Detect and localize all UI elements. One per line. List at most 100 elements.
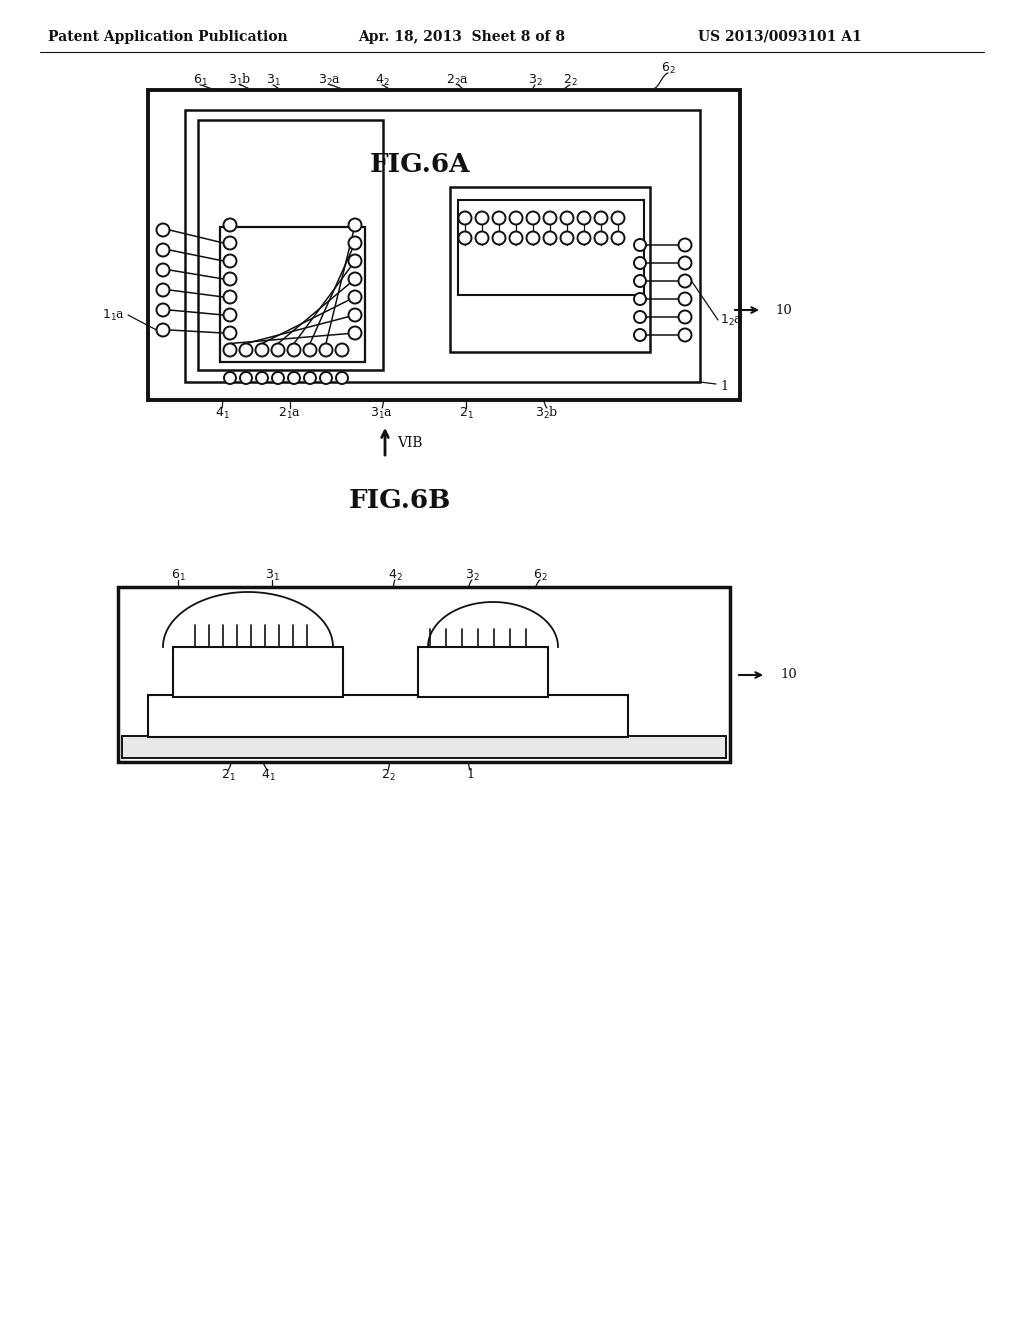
Text: $3_2$: $3_2$: [465, 568, 479, 582]
Circle shape: [319, 372, 332, 384]
Circle shape: [679, 310, 691, 323]
Text: FIG.6A: FIG.6A: [370, 153, 470, 177]
Text: 1: 1: [466, 768, 474, 781]
Text: FIG.6B: FIG.6B: [349, 487, 452, 512]
Circle shape: [679, 256, 691, 269]
Circle shape: [475, 231, 488, 244]
Text: 10: 10: [775, 304, 792, 317]
Circle shape: [157, 323, 170, 337]
Circle shape: [560, 211, 573, 224]
Circle shape: [679, 329, 691, 342]
Text: $1_2$a: $1_2$a: [720, 313, 743, 327]
Text: $3_1$a: $3_1$a: [371, 405, 393, 421]
Circle shape: [348, 236, 361, 249]
Circle shape: [578, 231, 591, 244]
Circle shape: [634, 293, 646, 305]
Circle shape: [595, 231, 607, 244]
Circle shape: [223, 236, 237, 249]
Bar: [122, 737, 726, 758]
Text: $4_2$: $4_2$: [375, 73, 389, 87]
Text: US 2013/0093101 A1: US 2013/0093101 A1: [698, 30, 862, 44]
Circle shape: [240, 343, 253, 356]
Circle shape: [493, 211, 506, 224]
Text: $6_2$: $6_2$: [532, 568, 548, 582]
Circle shape: [459, 231, 471, 244]
Circle shape: [459, 211, 471, 224]
Text: $3_1$: $3_1$: [264, 568, 280, 582]
Text: $2_1$: $2_1$: [220, 767, 236, 783]
Bar: [198, 120, 383, 370]
Circle shape: [526, 231, 540, 244]
Circle shape: [679, 239, 691, 252]
Circle shape: [319, 343, 333, 356]
Text: $3_2$a: $3_2$a: [318, 73, 342, 87]
Circle shape: [271, 343, 285, 356]
Circle shape: [679, 275, 691, 288]
Circle shape: [348, 309, 361, 322]
Text: $3_1$: $3_1$: [265, 73, 281, 87]
Circle shape: [157, 223, 170, 236]
Text: $4_2$: $4_2$: [388, 568, 402, 582]
Circle shape: [223, 290, 237, 304]
Text: $4_1$: $4_1$: [260, 767, 275, 783]
Circle shape: [348, 272, 361, 285]
Text: 1: 1: [720, 380, 728, 393]
Bar: [118, 587, 730, 762]
Circle shape: [595, 211, 607, 224]
Text: $4_1$: $4_1$: [215, 405, 229, 421]
Text: $2_2$: $2_2$: [562, 73, 578, 87]
Circle shape: [348, 255, 361, 268]
Circle shape: [544, 211, 556, 224]
Bar: [148, 696, 628, 737]
Bar: [185, 110, 700, 381]
Circle shape: [288, 372, 300, 384]
Circle shape: [157, 284, 170, 297]
Circle shape: [157, 264, 170, 276]
Circle shape: [611, 211, 625, 224]
Text: $3_2$b: $3_2$b: [536, 405, 559, 421]
Circle shape: [288, 343, 300, 356]
Circle shape: [256, 343, 268, 356]
Circle shape: [240, 372, 252, 384]
Circle shape: [475, 211, 488, 224]
Circle shape: [303, 343, 316, 356]
Text: $2_1$: $2_1$: [459, 405, 473, 421]
Text: 10: 10: [780, 668, 797, 681]
Bar: [148, 90, 740, 400]
Text: VIB: VIB: [397, 436, 423, 450]
Circle shape: [634, 239, 646, 251]
Circle shape: [223, 255, 237, 268]
Text: $6_1$: $6_1$: [171, 568, 185, 582]
Circle shape: [256, 372, 268, 384]
Circle shape: [272, 372, 284, 384]
Circle shape: [634, 257, 646, 269]
Text: Apr. 18, 2013  Sheet 8 of 8: Apr. 18, 2013 Sheet 8 of 8: [358, 30, 565, 44]
Bar: [220, 227, 365, 362]
Bar: [458, 201, 644, 294]
Circle shape: [157, 304, 170, 317]
Circle shape: [634, 329, 646, 341]
Circle shape: [526, 211, 540, 224]
Circle shape: [510, 231, 522, 244]
Circle shape: [223, 272, 237, 285]
Circle shape: [348, 219, 361, 231]
Bar: [418, 647, 548, 697]
Bar: [173, 647, 343, 697]
Circle shape: [634, 312, 646, 323]
Circle shape: [348, 290, 361, 304]
Text: $2_2$: $2_2$: [381, 767, 395, 783]
Circle shape: [510, 211, 522, 224]
Text: $6_1$: $6_1$: [193, 73, 208, 87]
Circle shape: [304, 372, 316, 384]
Circle shape: [223, 326, 237, 339]
Circle shape: [223, 343, 237, 356]
Text: $3_2$: $3_2$: [527, 73, 543, 87]
Text: Patent Application Publication: Patent Application Publication: [48, 30, 288, 44]
Circle shape: [224, 372, 236, 384]
Text: $1_1$a: $1_1$a: [101, 308, 125, 322]
Text: $6_2$: $6_2$: [660, 61, 676, 75]
Circle shape: [223, 219, 237, 231]
Circle shape: [223, 309, 237, 322]
Text: $2_1$a: $2_1$a: [279, 405, 301, 421]
Circle shape: [157, 243, 170, 256]
